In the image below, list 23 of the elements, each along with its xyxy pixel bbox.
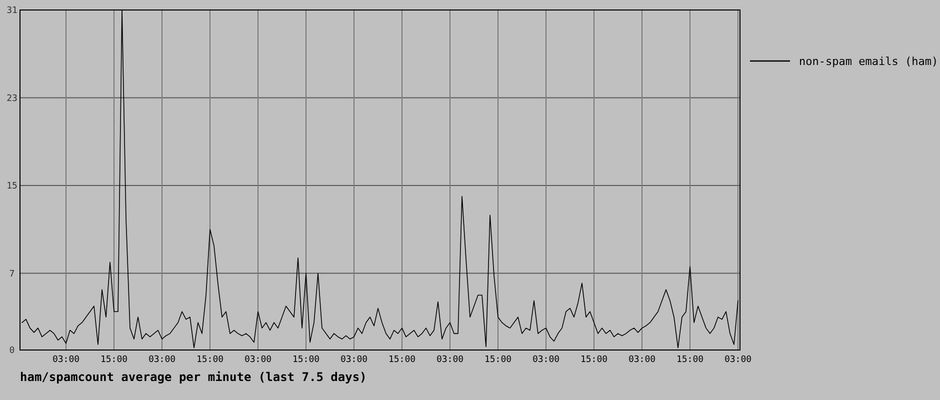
x-tick-label: 15:00 [676,355,704,366]
x-tick-label: 15:00 [388,355,416,366]
x-tick-label: 03:00 [724,355,752,366]
x-tick-label: 15:00 [100,355,128,366]
x-tick-label: 03:00 [532,355,560,366]
y-tick-label: 23 [6,94,18,104]
y-tick-label: 15 [6,182,18,192]
x-tick-label: 03:00 [244,355,272,366]
x-tick-label: 03:00 [52,355,80,366]
x-tick-label: 15:00 [292,355,320,366]
y-tick-label: 7 [9,269,15,280]
x-tick-label: 03:00 [628,355,656,366]
x-tick-label: 03:00 [148,355,176,366]
x-tick-label: 03:00 [340,355,368,366]
x-tick-label: 15:00 [196,355,224,366]
text: ham/spamcount average per minute (last 7.5 days) [20,370,367,384]
x-tick-label: 15:00 [580,355,608,366]
legend-label: non-spam emails (ham) [799,54,938,68]
y-tick-label: 0 [9,346,15,356]
x-tick-label: 15:00 [484,355,512,366]
line-series [22,10,738,348]
y-tick-label: 31 [6,6,18,16]
x-tick-label: 03:00 [436,355,464,366]
